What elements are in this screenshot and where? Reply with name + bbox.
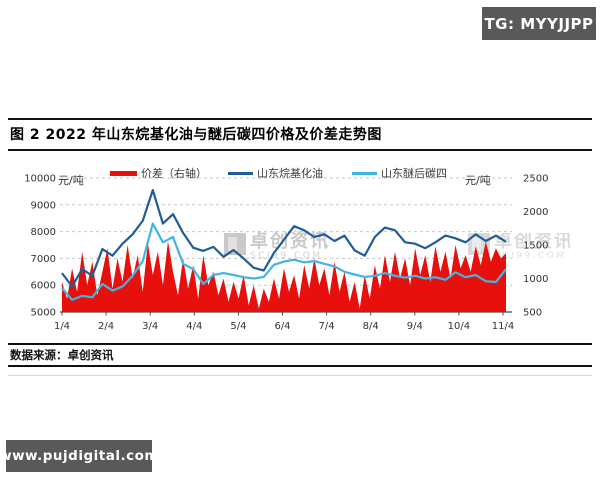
tg-contact-badge: TG: MYYJJPP [482,7,596,40]
right-axis-unit: 元/吨 [465,174,491,187]
watermark-text: 卓创资讯 [250,231,330,252]
x-tick-label: 3/4 [142,321,158,332]
right-tick-label: 1000 [523,274,548,285]
x-tick-label: 11/4 [492,321,514,332]
x-tick-label: 4/4 [186,321,202,332]
legend-label-ether-c4: 山东醚后碳四 [381,167,447,180]
watermark: 卓创资讯 SCI99.COM [224,233,330,262]
right-tick-label: 500 [523,308,542,319]
title-top-rule [8,118,592,120]
website-badge: www.pujdigital.com [0,440,158,472]
watermark-partial: 卓创资讯 SCI99.COM [468,233,570,262]
figure-title: 图 2 2022 年山东烷基化油与醚后碳四价格及价差走势图 [10,127,382,143]
left-tick-label: 5000 [31,308,56,319]
watermark-subtext: SCI99.COM [494,251,567,261]
left-tick-label: 10000 [24,174,56,185]
ether-c4-swatch [352,171,377,175]
source-bottom-rule [8,365,592,367]
legend-item-ether-c4: 山东醚后碳四 [352,166,447,180]
x-tick-label: 7/4 [319,321,335,332]
left-tick-label: 8000 [31,227,56,238]
x-tick-label: 2/4 [98,321,114,332]
right-tick-label: 2000 [523,207,548,218]
left-tick-label: 7000 [31,254,56,265]
left-axis-unit: 元/吨 [58,174,84,187]
sci-logo-icon [468,233,490,255]
legend-label-price-spread: 价差（右轴） [141,167,207,180]
x-tick-label: 6/4 [274,321,290,332]
left-tick-label: 9000 [31,200,56,211]
x-tick-label: 9/4 [407,321,423,332]
legend-label-alkylate-oil: 山东烷基化油 [257,167,323,180]
source-top-rule [8,343,592,345]
watermark-subtext: SCI99.COM [250,251,323,261]
data-source-label: 数据来源：卓创资讯 [10,348,114,362]
right-tick-label: 2500 [523,174,548,185]
legend-item-price-spread: 价差（右轴） [110,166,207,180]
x-tick-label: 1/4 [54,321,70,332]
title-bottom-rule [8,149,592,151]
price-spread-swatch [110,170,137,176]
x-tick-label: 8/4 [363,321,379,332]
x-tick-label: 10/4 [448,321,470,332]
x-tick-label: 5/4 [230,321,246,332]
left-tick-label: 6000 [31,281,56,292]
sci-logo-icon [224,233,246,255]
alkylate-oil-swatch [228,171,253,175]
watermark-text: 卓创资讯 [494,233,570,252]
legend-item-alkylate-oil: 山东烷基化油 [228,166,323,180]
faint-divider [8,375,592,376]
